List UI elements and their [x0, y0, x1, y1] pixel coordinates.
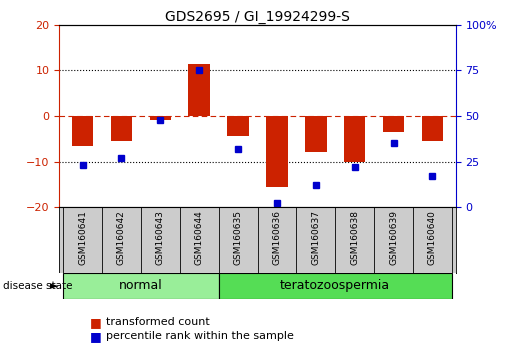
Text: transformed count: transformed count	[106, 317, 209, 327]
Bar	[188, 63, 210, 116]
Text: ■: ■	[90, 330, 102, 343]
Text: GSM160637: GSM160637	[311, 210, 320, 266]
Text: ■: ■	[90, 316, 102, 329]
Text: normal: normal	[119, 279, 163, 292]
Bar	[111, 116, 132, 141]
Bar	[266, 116, 288, 187]
Text: GSM160635: GSM160635	[234, 210, 243, 266]
Bar	[72, 116, 93, 145]
Text: GSM160640: GSM160640	[428, 210, 437, 265]
Text: disease state: disease state	[3, 281, 72, 291]
Text: GSM160644: GSM160644	[195, 210, 204, 265]
Text: ►: ►	[50, 281, 59, 291]
Text: GSM160643: GSM160643	[156, 210, 165, 265]
Bar	[383, 116, 404, 132]
Bar	[227, 116, 249, 136]
Bar	[305, 116, 327, 152]
Text: teratozoospermia: teratozoospermia	[280, 279, 390, 292]
Text: percentile rank within the sample: percentile rank within the sample	[106, 331, 294, 341]
Text: GSM160638: GSM160638	[350, 210, 359, 266]
Bar	[344, 116, 365, 161]
Bar	[150, 116, 171, 120]
Text: GSM160642: GSM160642	[117, 210, 126, 265]
Title: GDS2695 / GI_19924299-S: GDS2695 / GI_19924299-S	[165, 10, 350, 24]
Bar	[422, 116, 443, 141]
Text: GSM160641: GSM160641	[78, 210, 87, 265]
Bar	[63, 273, 219, 299]
Bar	[219, 273, 452, 299]
Text: GSM160636: GSM160636	[272, 210, 281, 266]
Text: GSM160639: GSM160639	[389, 210, 398, 266]
